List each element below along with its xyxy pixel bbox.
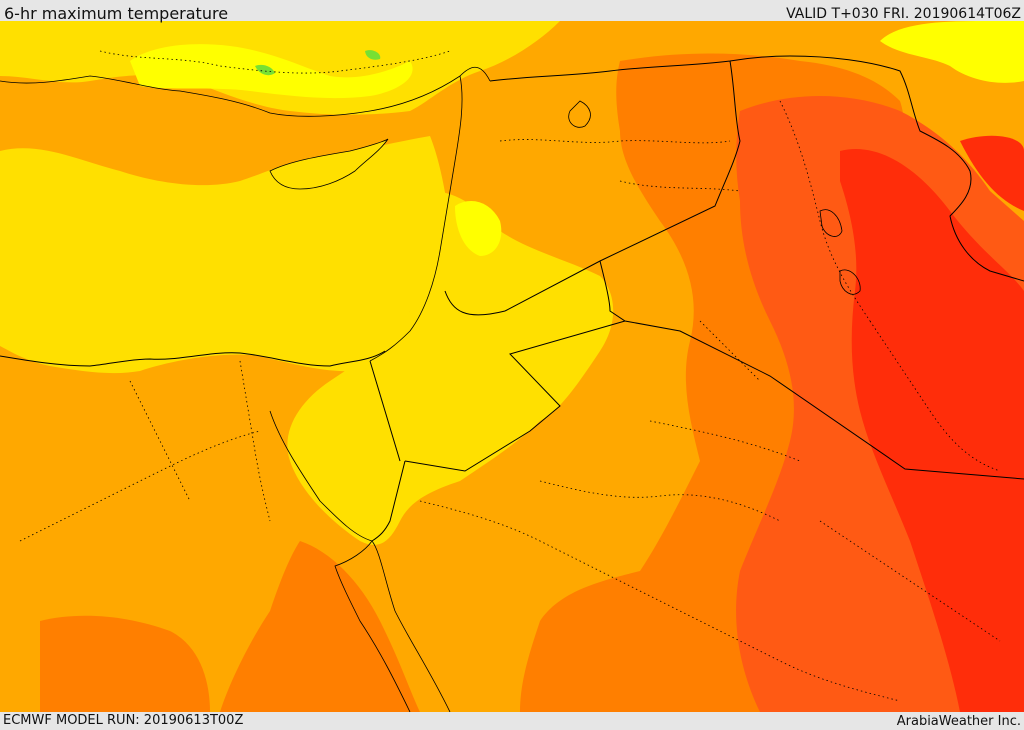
cool-zone-east-turkey xyxy=(880,21,1024,83)
footer-bar xyxy=(0,712,1024,729)
province-boundaries xyxy=(19,50,1001,702)
temperature-map[interactable] xyxy=(0,21,1024,712)
valid-time-label: VALID T+030 FRI. 20190614T06Z xyxy=(786,6,1021,22)
credit-label: ArabiaWeather Inc. xyxy=(896,714,1021,729)
coolest-spot xyxy=(255,64,275,76)
country-borders xyxy=(0,55,1024,542)
cool-zone-lebanon xyxy=(455,201,502,256)
header-bar xyxy=(0,0,1024,21)
cyprus-outline xyxy=(269,138,389,190)
hot-zone-egypt xyxy=(40,615,210,712)
hottest-zone xyxy=(840,149,1024,712)
hot-zone-redsea xyxy=(220,541,420,712)
map-title: 6-hr maximum temperature xyxy=(4,4,229,23)
hottest-zone-gulf xyxy=(960,135,1024,211)
coastlines xyxy=(0,66,861,712)
coolest-spot-2 xyxy=(365,50,381,60)
model-run-label: ECMWF MODEL RUN: 20190613T00Z xyxy=(3,713,244,728)
levant-zone xyxy=(287,191,614,545)
mediterranean-sea-zone xyxy=(0,136,451,374)
map-canvas xyxy=(0,21,1024,712)
